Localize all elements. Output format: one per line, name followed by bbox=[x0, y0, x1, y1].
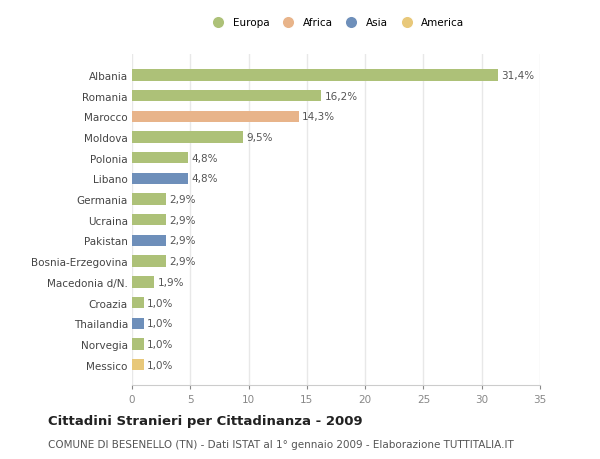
Text: 14,3%: 14,3% bbox=[302, 112, 335, 122]
Text: 1,0%: 1,0% bbox=[147, 360, 173, 370]
Bar bbox=[132, 318, 143, 329]
Bar bbox=[132, 277, 154, 288]
Bar bbox=[132, 194, 166, 205]
Text: 2,9%: 2,9% bbox=[169, 257, 196, 267]
Text: 31,4%: 31,4% bbox=[502, 71, 535, 81]
Bar bbox=[132, 359, 143, 370]
Text: 9,5%: 9,5% bbox=[246, 133, 273, 143]
Bar bbox=[132, 132, 243, 143]
Legend: Europa, Africa, Asia, America: Europa, Africa, Asia, America bbox=[203, 14, 469, 32]
Text: 2,9%: 2,9% bbox=[169, 215, 196, 225]
Text: 1,0%: 1,0% bbox=[147, 298, 173, 308]
Text: 4,8%: 4,8% bbox=[191, 153, 218, 163]
Text: 1,0%: 1,0% bbox=[147, 319, 173, 329]
Bar bbox=[132, 174, 188, 185]
Bar bbox=[132, 153, 188, 164]
Bar bbox=[132, 112, 299, 123]
Text: 2,9%: 2,9% bbox=[169, 195, 196, 205]
Bar bbox=[132, 70, 498, 81]
Bar bbox=[132, 256, 166, 267]
Text: 1,9%: 1,9% bbox=[158, 277, 184, 287]
Bar bbox=[132, 91, 321, 102]
Text: 2,9%: 2,9% bbox=[169, 236, 196, 246]
Bar bbox=[132, 339, 143, 350]
Text: 1,0%: 1,0% bbox=[147, 339, 173, 349]
Bar bbox=[132, 215, 166, 226]
Text: COMUNE DI BESENELLO (TN) - Dati ISTAT al 1° gennaio 2009 - Elaborazione TUTTITAL: COMUNE DI BESENELLO (TN) - Dati ISTAT al… bbox=[48, 440, 514, 449]
Text: 16,2%: 16,2% bbox=[325, 91, 358, 101]
Bar bbox=[132, 297, 143, 308]
Text: 4,8%: 4,8% bbox=[191, 174, 218, 184]
Bar bbox=[132, 235, 166, 246]
Text: Cittadini Stranieri per Cittadinanza - 2009: Cittadini Stranieri per Cittadinanza - 2… bbox=[48, 414, 362, 428]
